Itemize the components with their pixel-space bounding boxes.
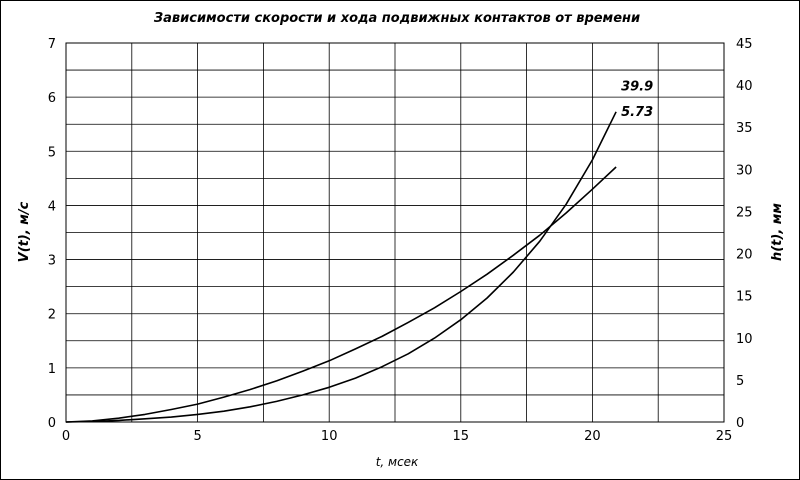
series-line-1 <box>65 166 617 423</box>
x-tick-label: 0 <box>62 429 70 444</box>
y-tick-label: 2 <box>48 308 56 323</box>
series-line-2 <box>65 111 617 423</box>
annotation-2: 5.73 <box>621 105 653 120</box>
y-tick-label: 5 <box>48 145 56 160</box>
chart-title: Зависимости скорости и хода подвижных ко… <box>154 11 640 26</box>
annotation-1: 39.9 <box>621 79 653 94</box>
y2-tick-label: 35 <box>736 121 753 136</box>
x-tick-label: 15 <box>453 429 470 444</box>
y2-tick-label: 5 <box>736 374 744 389</box>
x-tick-label: 25 <box>716 429 733 444</box>
y-axis-label: V(t), м/с <box>17 201 32 262</box>
grid <box>66 43 724 422</box>
y-tick-label: 4 <box>48 199 56 214</box>
y2-tick-label: 15 <box>736 290 753 305</box>
y2-axis-label: h(t), мм <box>770 203 785 261</box>
x-tick-label: 20 <box>584 429 601 444</box>
x-axis: 0 5 10 15 20 25 <box>62 429 732 444</box>
y2-tick-label: 45 <box>736 37 753 52</box>
y2-tick-label: 25 <box>736 205 753 220</box>
y-tick-label: 7 <box>48 37 56 52</box>
y2-tick-label: 30 <box>736 163 753 178</box>
y-tick-label: 0 <box>48 416 56 431</box>
y2-tick-label: 20 <box>736 248 753 263</box>
y2-tick-label: 40 <box>736 79 753 94</box>
annotations: 39.9 5.73 <box>621 79 653 119</box>
series-group <box>65 111 617 423</box>
y-tick-label: 1 <box>48 362 56 377</box>
y-axis-left: 0 1 2 3 4 5 6 7 <box>48 37 56 431</box>
y-axis-right: 0 5 10 15 20 25 30 35 40 45 <box>736 37 753 431</box>
x-axis-label: t, мсек <box>376 455 419 469</box>
x-tick-label: 5 <box>193 429 201 444</box>
x-tick-label: 10 <box>321 429 338 444</box>
plot-border <box>65 42 725 423</box>
y-tick-label: 3 <box>48 254 56 269</box>
y2-tick-label: 0 <box>736 416 744 431</box>
y-tick-label: 6 <box>48 91 56 106</box>
y2-tick-label: 10 <box>736 332 753 347</box>
